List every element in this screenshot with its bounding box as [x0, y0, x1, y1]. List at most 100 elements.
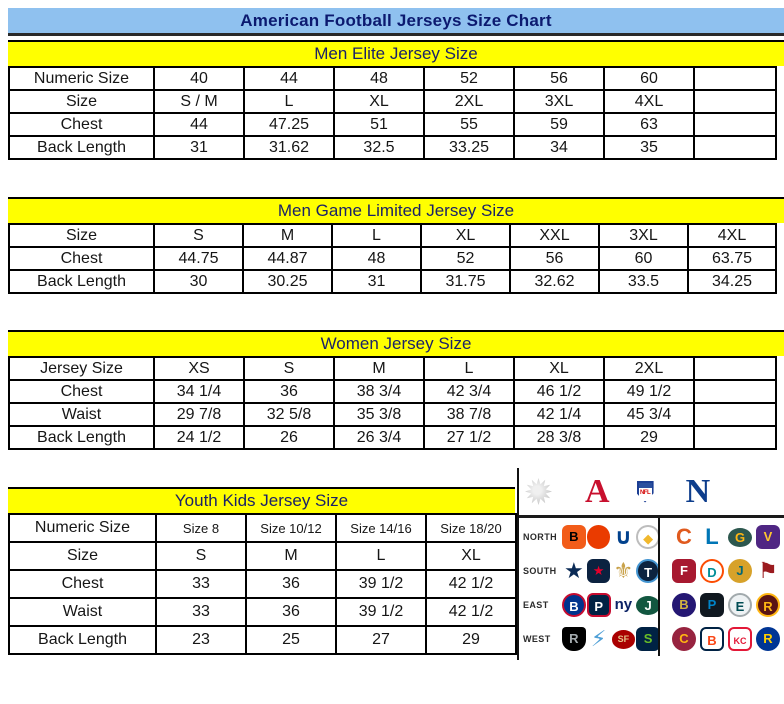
value-cell: 2XL [423, 89, 515, 114]
value-cell: 2XL [603, 356, 695, 381]
value-cell: 44 [243, 66, 335, 91]
value-cell: 32.5 [333, 135, 425, 160]
value-cell: 49 1/2 [603, 379, 695, 404]
size-table-youth: Numeric Size Size 8 Size 10/12 Size 14/16 Si… [8, 513, 517, 655]
value-cell: L [331, 223, 422, 248]
row-label-cell: Numeric Size [8, 66, 155, 91]
value-cell: M [242, 223, 333, 248]
team-logo-texans: ★ [586, 559, 611, 583]
section-title-men-elite: Men Elite Jersey Size [314, 44, 478, 63]
row-label-cell: Size [8, 223, 155, 248]
value-cell: 55 [423, 112, 515, 137]
section-band-youth: Youth Kids Jersey Size [8, 487, 515, 513]
section-title-youth: Youth Kids Jersey Size [174, 491, 349, 510]
row-label-cell: Chest [8, 569, 157, 599]
value-cell: 29 [603, 425, 695, 450]
value-cell: 40 [153, 66, 245, 91]
section-band-women: Women Jersey Size [8, 330, 784, 356]
page-title: American Football Jerseys Size Chart [240, 10, 552, 30]
team-logo-steelers: ◆ [636, 525, 660, 549]
section-title-women: Women Jersey Size [320, 334, 472, 353]
size-table-women: Jersey Size XS S M L XL 2XL Chest 34 1/4 36 38 3/4… [8, 356, 777, 450]
division-row-north: NORTH B ∪ ◆ C L G V [519, 520, 784, 554]
team-logo-redskins: R [756, 593, 780, 617]
team-logo-jets: J [636, 595, 660, 615]
value-cell: 31 [331, 269, 422, 294]
value-cell: 33.5 [598, 269, 689, 294]
team-logo-patriots: P [586, 593, 611, 617]
value-cell: 4XL [687, 223, 777, 248]
row-label-cell: Chest [8, 379, 155, 404]
table-row: Waist 29 7/8 32 5/8 35 3/8 38 7/8 42 1/4 45 3/… [8, 402, 777, 427]
row-label-cell: Back Length [8, 625, 157, 655]
value-cell: S / M [153, 89, 245, 114]
team-logo-lions: L [705, 525, 719, 549]
value-cell: M [245, 541, 337, 571]
value-cell: Size 14/16 [335, 513, 427, 543]
nfc-team-logos: F D J ⚑ [672, 559, 784, 583]
value-cell: 47.25 [243, 112, 335, 137]
value-cell: 33.25 [423, 135, 515, 160]
value-cell: 44.87 [242, 246, 333, 271]
value-cell: 34 [513, 135, 605, 160]
team-logo-saints: ⚜ [613, 559, 634, 583]
row-label-cell: Back Length [8, 425, 155, 450]
value-cell: 36 [245, 569, 337, 599]
team-logo-falcons: F [672, 559, 696, 583]
team-logo-bills: B [562, 593, 586, 617]
value-cell: 42 1/4 [513, 402, 605, 427]
table-row: Size S M L XL XXL 3XL 4XL [8, 223, 777, 248]
value-cell: 31.75 [420, 269, 511, 294]
value-cell: 31 [153, 135, 245, 160]
value-cell: XL [420, 223, 511, 248]
value-cell: 39 1/2 [335, 569, 427, 599]
value-cell: 30 [153, 269, 244, 294]
value-cell: 33 [155, 597, 247, 627]
row-label-cell: Waist [8, 597, 157, 627]
value-cell: L [335, 541, 427, 571]
value-cell: 36 [245, 597, 337, 627]
value-cell: 25 [245, 625, 337, 655]
value-cell: L [243, 89, 335, 114]
table-row: Jersey Size XS S M L XL 2XL [8, 356, 777, 381]
division-row-west: WEST R ⚡ SF S C B KC R [519, 622, 784, 656]
team-logo-chiefs: KC [728, 627, 752, 651]
row-label-cell: Size [8, 89, 155, 114]
value-cell: XL [513, 356, 605, 381]
team-logo-cardinals: C [672, 627, 696, 651]
value-cell: 59 [513, 112, 605, 137]
table-row: Numeric Size Size 8 Size 10/12 Size 14/16 Si… [8, 513, 517, 543]
team-logo-eagles: E [728, 593, 752, 617]
value-cell: 35 [603, 135, 695, 160]
afc-team-logos: B ∪ ◆ [562, 525, 660, 549]
value-cell: 60 [603, 66, 695, 91]
row-label-cell: Chest [8, 112, 155, 137]
value-cell: 28 3/8 [513, 425, 605, 450]
value-cell: XL [333, 89, 425, 114]
value-cell: 56 [509, 246, 600, 271]
row-label-cell: Size [8, 541, 157, 571]
value-cell [693, 135, 777, 160]
value-cell: 29 7/8 [153, 402, 245, 427]
value-cell: 42 1/2 [425, 569, 517, 599]
value-cell: 51 [333, 112, 425, 137]
table-row: Back Length 23 25 27 29 [8, 625, 517, 655]
afc-team-logos: R ⚡ SF S [562, 627, 660, 651]
team-logo-raiders: R [562, 627, 586, 651]
value-cell: 44 [153, 112, 245, 137]
team-logo-panthers: P [700, 593, 724, 617]
team-logo-bears: C [676, 525, 692, 549]
row-label-cell: Waist [8, 402, 155, 427]
conference-header: A NFL N [519, 468, 784, 518]
value-cell: 48 [331, 246, 422, 271]
row-label-cell: Chest [8, 246, 155, 271]
table-row: Numeric Size 40 44 48 52 56 60 [8, 66, 777, 91]
value-cell: 26 3/4 [333, 425, 425, 450]
value-cell: 60 [598, 246, 689, 271]
table-row: Chest 44.75 44.87 48 52 56 60 63.75 [8, 246, 777, 271]
value-cell: 42 3/4 [423, 379, 515, 404]
